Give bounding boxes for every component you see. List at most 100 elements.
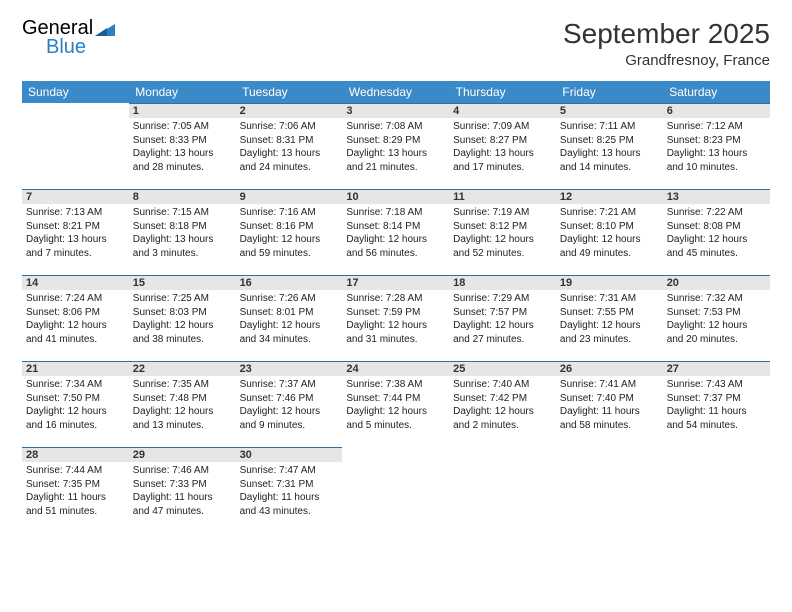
day-number: 9: [236, 189, 343, 204]
day-number: 6: [663, 103, 770, 118]
weekday-header-row: SundayMondayTuesdayWednesdayThursdayFrid…: [22, 81, 770, 103]
day-details: Sunrise: 7:08 AMSunset: 8:29 PMDaylight:…: [342, 118, 449, 176]
logo: General Blue: [22, 18, 115, 58]
day-details: Sunrise: 7:43 AMSunset: 7:37 PMDaylight:…: [663, 376, 770, 434]
header: General Blue September 2025 Grandfresnoy…: [22, 18, 770, 69]
day-number: 26: [556, 361, 663, 376]
calendar-cell: 13Sunrise: 7:22 AMSunset: 8:08 PMDayligh…: [663, 189, 770, 275]
calendar-cell: 26Sunrise: 7:41 AMSunset: 7:40 PMDayligh…: [556, 361, 663, 447]
calendar-cell: 12Sunrise: 7:21 AMSunset: 8:10 PMDayligh…: [556, 189, 663, 275]
day-details: Sunrise: 7:31 AMSunset: 7:55 PMDaylight:…: [556, 290, 663, 348]
day-details: Sunrise: 7:22 AMSunset: 8:08 PMDaylight:…: [663, 204, 770, 262]
day-number: 5: [556, 103, 663, 118]
day-number: 27: [663, 361, 770, 376]
day-details: Sunrise: 7:35 AMSunset: 7:48 PMDaylight:…: [129, 376, 236, 434]
calendar-week-row: 14Sunrise: 7:24 AMSunset: 8:06 PMDayligh…: [22, 275, 770, 361]
day-number: 28: [22, 447, 129, 462]
day-number: 1: [129, 103, 236, 118]
day-number: 14: [22, 275, 129, 290]
calendar-cell: 15Sunrise: 7:25 AMSunset: 8:03 PMDayligh…: [129, 275, 236, 361]
calendar-cell: 28Sunrise: 7:44 AMSunset: 7:35 PMDayligh…: [22, 447, 129, 533]
day-details: Sunrise: 7:38 AMSunset: 7:44 PMDaylight:…: [342, 376, 449, 434]
calendar-cell: 22Sunrise: 7:35 AMSunset: 7:48 PMDayligh…: [129, 361, 236, 447]
day-details: Sunrise: 7:11 AMSunset: 8:25 PMDaylight:…: [556, 118, 663, 176]
calendar-table: SundayMondayTuesdayWednesdayThursdayFrid…: [22, 81, 770, 533]
day-number: 17: [342, 275, 449, 290]
calendar-cell: [663, 447, 770, 533]
calendar-cell: 8Sunrise: 7:15 AMSunset: 8:18 PMDaylight…: [129, 189, 236, 275]
day-number: 24: [342, 361, 449, 376]
day-details: Sunrise: 7:09 AMSunset: 8:27 PMDaylight:…: [449, 118, 556, 176]
day-number: 18: [449, 275, 556, 290]
weekday-header: Friday: [556, 81, 663, 103]
month-title: September 2025: [563, 18, 770, 50]
day-number: 20: [663, 275, 770, 290]
weekday-header: Sunday: [22, 81, 129, 103]
day-details: Sunrise: 7:18 AMSunset: 8:14 PMDaylight:…: [342, 204, 449, 262]
calendar-cell: 20Sunrise: 7:32 AMSunset: 7:53 PMDayligh…: [663, 275, 770, 361]
calendar-cell: 1Sunrise: 7:05 AMSunset: 8:33 PMDaylight…: [129, 103, 236, 189]
day-details: Sunrise: 7:21 AMSunset: 8:10 PMDaylight:…: [556, 204, 663, 262]
calendar-cell: 4Sunrise: 7:09 AMSunset: 8:27 PMDaylight…: [449, 103, 556, 189]
day-number: 10: [342, 189, 449, 204]
calendar-cell: 16Sunrise: 7:26 AMSunset: 8:01 PMDayligh…: [236, 275, 343, 361]
calendar-cell: 17Sunrise: 7:28 AMSunset: 7:59 PMDayligh…: [342, 275, 449, 361]
day-details: Sunrise: 7:26 AMSunset: 8:01 PMDaylight:…: [236, 290, 343, 348]
calendar-week-row: 28Sunrise: 7:44 AMSunset: 7:35 PMDayligh…: [22, 447, 770, 533]
calendar-cell: 6Sunrise: 7:12 AMSunset: 8:23 PMDaylight…: [663, 103, 770, 189]
calendar-week-row: 21Sunrise: 7:34 AMSunset: 7:50 PMDayligh…: [22, 361, 770, 447]
calendar-cell: [342, 447, 449, 533]
calendar-cell: 19Sunrise: 7:31 AMSunset: 7:55 PMDayligh…: [556, 275, 663, 361]
day-number: 16: [236, 275, 343, 290]
day-details: Sunrise: 7:46 AMSunset: 7:33 PMDaylight:…: [129, 462, 236, 520]
logo-text: General Blue: [22, 18, 93, 58]
day-details: Sunrise: 7:29 AMSunset: 7:57 PMDaylight:…: [449, 290, 556, 348]
logo-blue: Blue: [46, 37, 93, 58]
day-number: 22: [129, 361, 236, 376]
title-block: September 2025 Grandfresnoy, France: [563, 18, 770, 69]
calendar-cell: 14Sunrise: 7:24 AMSunset: 8:06 PMDayligh…: [22, 275, 129, 361]
calendar-cell: [449, 447, 556, 533]
day-details: Sunrise: 7:44 AMSunset: 7:35 PMDaylight:…: [22, 462, 129, 520]
day-number: 23: [236, 361, 343, 376]
weekday-header: Tuesday: [236, 81, 343, 103]
calendar-cell: 21Sunrise: 7:34 AMSunset: 7:50 PMDayligh…: [22, 361, 129, 447]
calendar-cell: 10Sunrise: 7:18 AMSunset: 8:14 PMDayligh…: [342, 189, 449, 275]
day-details: Sunrise: 7:15 AMSunset: 8:18 PMDaylight:…: [129, 204, 236, 262]
day-details: Sunrise: 7:16 AMSunset: 8:16 PMDaylight:…: [236, 204, 343, 262]
weekday-header: Thursday: [449, 81, 556, 103]
calendar-cell: 2Sunrise: 7:06 AMSunset: 8:31 PMDaylight…: [236, 103, 343, 189]
day-number: 19: [556, 275, 663, 290]
day-details: Sunrise: 7:47 AMSunset: 7:31 PMDaylight:…: [236, 462, 343, 520]
day-details: Sunrise: 7:41 AMSunset: 7:40 PMDaylight:…: [556, 376, 663, 434]
calendar-cell: 7Sunrise: 7:13 AMSunset: 8:21 PMDaylight…: [22, 189, 129, 275]
day-details: Sunrise: 7:12 AMSunset: 8:23 PMDaylight:…: [663, 118, 770, 176]
location: Grandfresnoy, France: [563, 52, 770, 69]
calendar-cell: 23Sunrise: 7:37 AMSunset: 7:46 PMDayligh…: [236, 361, 343, 447]
calendar-week-row: 7Sunrise: 7:13 AMSunset: 8:21 PMDaylight…: [22, 189, 770, 275]
calendar-cell: 27Sunrise: 7:43 AMSunset: 7:37 PMDayligh…: [663, 361, 770, 447]
day-details: Sunrise: 7:37 AMSunset: 7:46 PMDaylight:…: [236, 376, 343, 434]
calendar-cell: 3Sunrise: 7:08 AMSunset: 8:29 PMDaylight…: [342, 103, 449, 189]
calendar-cell: 9Sunrise: 7:16 AMSunset: 8:16 PMDaylight…: [236, 189, 343, 275]
day-details: Sunrise: 7:34 AMSunset: 7:50 PMDaylight:…: [22, 376, 129, 434]
day-number: 13: [663, 189, 770, 204]
weekday-header: Saturday: [663, 81, 770, 103]
day-number: 11: [449, 189, 556, 204]
day-details: Sunrise: 7:32 AMSunset: 7:53 PMDaylight:…: [663, 290, 770, 348]
day-details: Sunrise: 7:28 AMSunset: 7:59 PMDaylight:…: [342, 290, 449, 348]
day-details: Sunrise: 7:24 AMSunset: 8:06 PMDaylight:…: [22, 290, 129, 348]
calendar-week-row: 1Sunrise: 7:05 AMSunset: 8:33 PMDaylight…: [22, 103, 770, 189]
day-number: 15: [129, 275, 236, 290]
calendar-cell: 24Sunrise: 7:38 AMSunset: 7:44 PMDayligh…: [342, 361, 449, 447]
day-number: 8: [129, 189, 236, 204]
day-number: 21: [22, 361, 129, 376]
weekday-header: Wednesday: [342, 81, 449, 103]
day-details: Sunrise: 7:19 AMSunset: 8:12 PMDaylight:…: [449, 204, 556, 262]
calendar-cell: 5Sunrise: 7:11 AMSunset: 8:25 PMDaylight…: [556, 103, 663, 189]
day-number: 4: [449, 103, 556, 118]
weekday-header: Monday: [129, 81, 236, 103]
day-number: 30: [236, 447, 343, 462]
calendar-body: 1Sunrise: 7:05 AMSunset: 8:33 PMDaylight…: [22, 103, 770, 533]
day-details: Sunrise: 7:40 AMSunset: 7:42 PMDaylight:…: [449, 376, 556, 434]
